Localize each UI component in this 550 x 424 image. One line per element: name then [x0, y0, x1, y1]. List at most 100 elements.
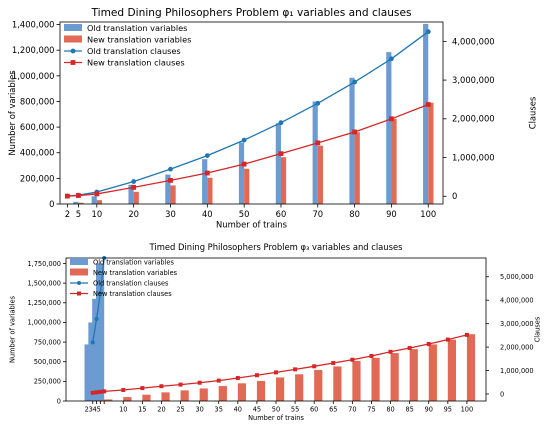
bar: [371, 357, 380, 401]
bar: [199, 388, 208, 401]
x-tick-label: 60: [310, 406, 318, 414]
plot-frame: [59, 21, 444, 205]
bar: [428, 102, 434, 204]
data-point: [94, 390, 99, 395]
data-point: [204, 170, 210, 176]
data-point: [94, 316, 99, 321]
bar: [78, 202, 84, 204]
data-point: [204, 153, 210, 159]
x-tick-label: 40: [234, 406, 242, 414]
y-tick-label: 750,000: [34, 338, 61, 346]
y-tick-label: 800,000: [20, 96, 55, 106]
y-tick-label: 400,000: [20, 148, 55, 158]
x-tick-label: 40: [202, 209, 213, 219]
bar: [349, 77, 355, 204]
bar: [466, 334, 476, 401]
data-point: [445, 337, 450, 342]
x-axis-label: Number of trains: [248, 414, 304, 422]
data-point: [121, 387, 126, 392]
x-tick-label: 80: [349, 209, 360, 219]
data-point: [197, 380, 202, 385]
x-tick-label: 100: [461, 406, 474, 414]
x-tick-label: 80: [386, 406, 394, 414]
series-line: [92, 257, 105, 343]
x-tick-label: 90: [386, 209, 397, 219]
legend-label: Old translation clauses: [93, 279, 169, 287]
bar: [142, 394, 151, 401]
x-tick-label: 30: [165, 209, 176, 219]
bar: [423, 23, 429, 205]
x-tick-label: 65: [329, 406, 337, 414]
y-tick-label: 1,500,000: [27, 279, 61, 287]
data-point: [293, 367, 298, 372]
x-tick-label: 15: [138, 406, 146, 414]
bar: [202, 159, 208, 204]
data-point: [425, 29, 431, 35]
data-point: [102, 389, 107, 394]
data-point: [389, 56, 394, 62]
x-tick-label: 55: [291, 406, 299, 414]
bar: [312, 101, 318, 204]
legend-label: New translation variables: [93, 269, 178, 277]
data-point: [389, 116, 394, 122]
data-point: [98, 291, 103, 296]
data-point: [278, 120, 284, 126]
bar-series: [67, 102, 434, 204]
data-point: [369, 353, 374, 358]
bar: [276, 377, 285, 401]
data-point: [159, 384, 164, 389]
y2-tick-label: 4,000,000: [452, 36, 495, 46]
y-tick-label: 600,000: [20, 122, 55, 132]
x-tick-label: 2: [65, 209, 70, 219]
data-point: [98, 389, 103, 394]
bar: [391, 118, 397, 204]
legend-label: New translation clauses: [87, 57, 185, 67]
y2-tick-label: 5,000,000: [500, 273, 534, 281]
data-point: [140, 386, 145, 391]
chart-1: Timed Dining Philosophers Problem φ₁ var…: [7, 7, 537, 229]
bar: [295, 374, 304, 401]
data-point: [425, 102, 431, 107]
chart-2: Timed Dining Philosophers Problem φ₃ var…: [8, 242, 541, 422]
x-tick-label: 5: [97, 406, 101, 414]
data-point: [90, 340, 95, 345]
data-point: [64, 193, 70, 199]
y-axis-label: Number of variables: [7, 70, 17, 155]
y-tick-label: 250,000: [34, 378, 61, 386]
y2-tick-label: 2,000,000: [452, 114, 495, 124]
bar: [123, 397, 132, 401]
legend-label: Old translation variables: [93, 258, 174, 266]
x-tick-label: 5: [76, 209, 81, 219]
data-point: [315, 100, 321, 106]
bar: [317, 145, 323, 204]
bar-series: [62, 23, 429, 205]
legend-swatch: [64, 24, 82, 31]
y-tick-label: 1,000,000: [12, 71, 55, 81]
data-point: [168, 166, 173, 172]
data-point: [90, 390, 95, 395]
data-point: [388, 349, 393, 354]
line-series: [64, 102, 431, 199]
y2-axis-label: Clauses: [534, 316, 542, 342]
y-axis-label: Number of variables: [8, 295, 16, 363]
bar: [352, 360, 361, 401]
legend-label: New translation clauses: [93, 290, 172, 298]
x-tick-label: 3: [89, 406, 93, 414]
y2-axis-label: Clauses: [527, 97, 537, 130]
data-point: [426, 342, 431, 347]
legend-marker: [77, 281, 81, 285]
legend-label: Old translation clauses: [87, 46, 181, 56]
x-tick-label: 70: [348, 406, 356, 414]
bar: [95, 263, 105, 401]
data-point: [241, 161, 247, 167]
x-tick-label: 100: [420, 209, 436, 219]
bar: [170, 185, 176, 204]
bar: [386, 52, 392, 205]
bar: [275, 123, 281, 204]
bar: [238, 142, 245, 204]
y-tick-label: 0: [49, 199, 54, 209]
data-point: [274, 370, 278, 375]
x-tick-label: 35: [215, 406, 223, 414]
bar: [91, 196, 97, 204]
